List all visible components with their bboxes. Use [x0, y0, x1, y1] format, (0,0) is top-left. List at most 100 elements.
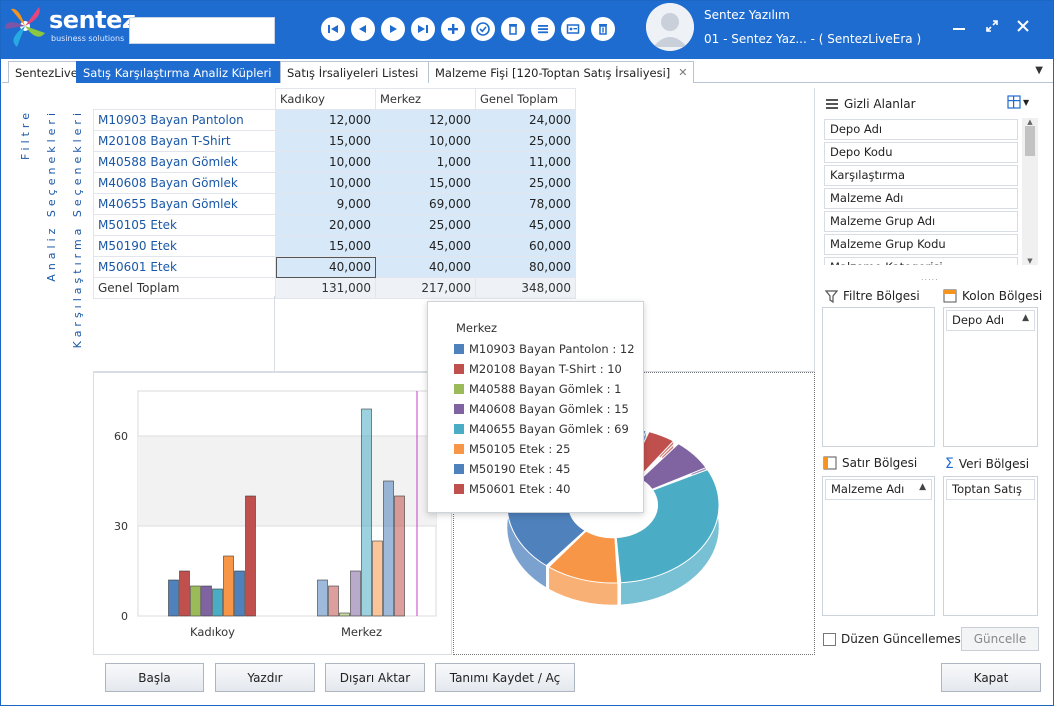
minimize-icon[interactable]	[946, 13, 972, 39]
last-record-icon[interactable]	[411, 17, 435, 41]
sort-asc-icon[interactable]: ▲	[919, 482, 926, 492]
tab-list-dropdown-icon[interactable]: ▼	[1035, 65, 1043, 76]
doughnut-slice[interactable]	[615, 469, 720, 584]
tab-close-icon[interactable]: ✕	[678, 66, 688, 79]
tab-satis-irsaliyeleri[interactable]: Satış İrsaliyeleri Listesi✕	[280, 61, 443, 83]
splitter-grip[interactable]: .....	[921, 273, 939, 282]
row-header[interactable]: M40655 Bayan Gömlek	[93, 193, 276, 215]
hidden-field-item[interactable]: Malzeme Grup Kodu	[824, 234, 1018, 255]
cell[interactable]: 20,000	[275, 214, 376, 236]
avatar[interactable]	[646, 3, 694, 51]
doughnut-slice[interactable]	[547, 530, 619, 584]
scroll-up-icon[interactable]: ▲	[1027, 118, 1033, 126]
row-area-drop-zone[interactable]: Malzeme Adı ▲	[822, 476, 935, 616]
bar[interactable]	[234, 570, 245, 617]
bar[interactable]	[168, 579, 179, 617]
card-icon[interactable]	[561, 17, 585, 41]
bar[interactable]	[372, 540, 383, 617]
bar[interactable]	[179, 570, 190, 617]
print-button[interactable]: Yazdır	[215, 663, 315, 692]
bar[interactable]	[383, 480, 394, 617]
grand-total-cell[interactable]: 348,000	[475, 277, 576, 299]
scroll-down-icon[interactable]: ▼	[1027, 257, 1033, 265]
cell[interactable]: 45,000	[375, 235, 476, 257]
bar[interactable]	[350, 570, 361, 617]
grand-total-cell[interactable]: 131,000	[275, 277, 376, 299]
list-icon[interactable]	[531, 17, 555, 41]
bar[interactable]	[212, 588, 223, 617]
cell[interactable]: 10,000	[275, 172, 376, 194]
cell[interactable]: 15,000	[275, 130, 376, 152]
delete-icon[interactable]	[501, 17, 525, 41]
cell[interactable]: 25,000	[375, 214, 476, 236]
bar[interactable]	[317, 579, 328, 617]
row-header[interactable]: M40608 Bayan Gömlek	[93, 172, 276, 194]
cell[interactable]: 80,000	[475, 256, 576, 278]
analysis-options-label[interactable]: Analiz Seçenekleri	[45, 109, 58, 282]
cell[interactable]: 10,000	[375, 130, 476, 152]
cell[interactable]: 12,000	[375, 109, 476, 131]
previous-record-icon[interactable]	[351, 17, 375, 41]
row-header[interactable]: M50190 Etek	[93, 235, 276, 257]
tab-malzeme-fisi[interactable]: Malzeme Fişi [120-Toptan Satış İrsaliyes…	[428, 61, 695, 83]
hidden-field-item[interactable]: Karşılaştırma	[824, 165, 1018, 186]
close-icon[interactable]	[1010, 13, 1036, 39]
bar[interactable]	[190, 585, 201, 617]
data-field-item[interactable]: Toptan Satış	[946, 479, 1035, 500]
checkbox-box[interactable]	[823, 632, 836, 646]
row-header[interactable]: M50601 Etek	[93, 256, 276, 278]
comparison-options-label[interactable]: Karşılaştırma Seçenekleri	[71, 109, 84, 349]
tab-satis-karsilastirma[interactable]: Satış Karşılaştırma Analiz Küpleri✕	[76, 61, 296, 83]
column-field-item[interactable]: Depo Adı ▲	[946, 310, 1035, 331]
next-record-icon[interactable]	[381, 17, 405, 41]
row-header[interactable]: M10903 Bayan Pantolon	[93, 109, 276, 131]
cell[interactable]: 25,000	[475, 130, 576, 152]
column-header[interactable]: Kadıkoy	[275, 88, 376, 110]
cell[interactable]: 45,000	[475, 214, 576, 236]
bar[interactable]	[328, 585, 339, 617]
selected-cell[interactable]: 40,000	[275, 256, 376, 278]
row-header[interactable]: M40588 Bayan Gömlek	[93, 151, 276, 173]
scroll-thumb[interactable]	[1025, 126, 1035, 156]
search-input[interactable]	[129, 17, 275, 44]
cell[interactable]: 9,000	[275, 193, 376, 215]
cell[interactable]: 69,000	[375, 193, 476, 215]
layout-menu-icon[interactable]: ▼	[1007, 95, 1029, 109]
bar[interactable]	[223, 555, 234, 617]
cell[interactable]: 15,000	[275, 235, 376, 257]
hidden-field-item[interactable]: Depo Adı	[824, 119, 1018, 140]
bar[interactable]	[245, 495, 256, 617]
approve-icon[interactable]	[471, 17, 495, 41]
cell[interactable]: 78,000	[475, 193, 576, 215]
column-header[interactable]: Genel Toplam	[475, 88, 576, 110]
row-header[interactable]: M50105 Etek	[93, 214, 276, 236]
row-header[interactable]: M20108 Bayan T-Shirt	[93, 130, 276, 152]
bar[interactable]	[339, 612, 350, 617]
hidden-field-item[interactable]: Malzeme Adı	[824, 188, 1018, 209]
cell[interactable]: 15,000	[375, 172, 476, 194]
bar[interactable]	[201, 585, 212, 617]
hidden-field-item[interactable]: Malzeme Grup Adı	[824, 211, 1018, 232]
row-field-item[interactable]: Malzeme Adı ▲	[825, 479, 932, 500]
bar-chart[interactable]: 0 30 60 Kadıkoy Merkez	[94, 373, 451, 654]
cell[interactable]: 40,000	[375, 256, 476, 278]
cell[interactable]: 24,000	[475, 109, 576, 131]
hidden-field-item[interactable]: Depo Kodu	[824, 142, 1018, 163]
grand-total-cell[interactable]: 217,000	[375, 277, 476, 299]
tab-sentezlive[interactable]: SentezLive	[8, 61, 85, 83]
start-button[interactable]: Başla	[105, 663, 204, 692]
export-button[interactable]: Dışarı Aktar	[325, 663, 425, 692]
cell[interactable]: 60,000	[475, 235, 576, 257]
cell[interactable]: 1,000	[375, 151, 476, 173]
update-button[interactable]: Güncelle	[961, 627, 1039, 651]
bar[interactable]	[394, 495, 405, 617]
trash-icon[interactable]	[591, 17, 615, 41]
cell[interactable]: 12,000	[275, 109, 376, 131]
filter-label[interactable]: Filtre	[19, 109, 32, 161]
bar[interactable]	[361, 408, 372, 617]
save-definition-button[interactable]: Tanımı Kaydet / Aç	[435, 663, 575, 692]
maximize-icon[interactable]	[979, 13, 1005, 39]
add-icon[interactable]	[441, 17, 465, 41]
cell[interactable]: 25,000	[475, 172, 576, 194]
cell[interactable]: 10,000	[275, 151, 376, 173]
